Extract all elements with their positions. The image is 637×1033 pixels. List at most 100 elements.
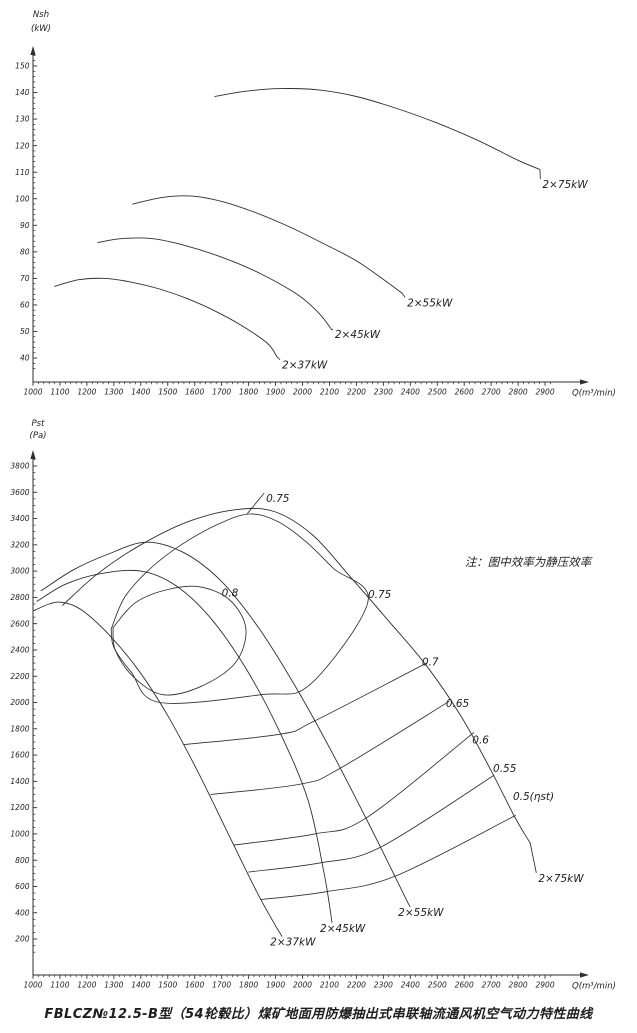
x-tick-label: 2400 [401,388,420,397]
y-tick-label: 40 [20,354,30,363]
y-tick-label: 50 [20,327,30,336]
x-tick-label: 2700 [482,981,501,990]
efficiency-contour-0_55 [248,774,495,873]
annotation-label: 2×45kW [320,923,366,935]
efficiency-contour-0_8 [112,585,247,696]
annotation-label: 0.75 [368,589,392,601]
x-tick-label: 2300 [374,388,393,397]
x-tick-label: 2800 [509,981,528,990]
label-leader-line [401,292,406,298]
y-tick-label: 2000 [10,698,29,707]
curve-2x45kW [97,237,333,331]
x-tick-label: 2600 [455,388,474,397]
y-tick-label: 3000 [10,567,29,576]
annotation-label: 0.8 [222,588,239,600]
annotation-label: 2×37kW [270,937,316,949]
label-leader-line [407,902,411,908]
y-tick-label: 3800 [10,462,29,471]
x-tick-label: 1200 [77,388,96,397]
annotation-label: 2×75kW [538,873,584,885]
x-tick-label: 1400 [131,981,150,990]
y-tick-label: 2200 [10,672,29,681]
curve-2x37kW [54,277,278,358]
label-leader-line [529,843,537,873]
y-tick-label: 90 [20,221,30,230]
y-tick-label: 1600 [10,751,29,760]
y-tick-label: 1200 [10,803,29,812]
annotation-label: 2×37kW [282,360,328,372]
x-tick-label: 2100 [320,981,339,990]
x-tick-label: 1500 [158,388,177,397]
annotation-label: 2×75kW [542,179,588,191]
y-tick-label: 800 [15,856,30,865]
y-tick-label: 1800 [10,724,29,733]
y-tick-label: 2400 [10,646,29,655]
y-tick-label: 80 [20,247,30,256]
x-tick-label: 2500 [428,388,447,397]
y-tick-label: 3200 [10,540,29,549]
x-tick-label: 2900 [536,981,555,990]
label-leader-line [246,492,265,514]
x-tick-label: 1900 [266,981,285,990]
x-tick-label: 1800 [239,388,258,397]
annotation-label: 0.5(ηst) [513,791,554,803]
annotation-label: 2×55kW [407,297,453,309]
curve-2x37kW [33,601,277,927]
y-tick-label: 120 [15,141,30,150]
efficiency-contour-0_6 [233,732,475,846]
x-tick-label: 2500 [428,981,447,990]
y-tick-label: 140 [15,88,30,97]
curve-2x45kW [36,569,332,915]
curve-2x75kW [62,507,531,844]
y-tick-label: 3600 [10,488,29,497]
y-tick-label: 2600 [10,619,29,628]
annotation-label: 0.75 [266,493,290,505]
x-tick-label: 2300 [374,981,393,990]
efficiency-contour-0_65 [210,700,450,795]
label-leader-line [276,356,281,360]
y-axis-arrow-icon [30,450,36,459]
x-tick-label: 1700 [212,981,231,990]
figure-caption: FBLCZ№12.5-B型（54轮毂比）煤矿地面用防爆抽出式串联轴流通风机空气动… [44,1007,593,1022]
y-axis-unit-label: Nsh [33,10,49,20]
annotation-label: 2×45kW [335,329,381,341]
y-axis-unit-label: (Pa) [30,431,47,441]
y-tick-label: 130 [15,115,30,124]
y-axis-unit-label: Pst [32,419,46,429]
label-leader-line [330,914,333,923]
x-tick-label: 2200 [347,388,366,397]
y-tick-label: 60 [20,301,30,310]
annotation-label: 注：图中效率为静压效率 [465,555,593,569]
shaft-power-chart: 40 50 60 70 80 90 100 110 120 130 140 150 1000 1100 12… [15,10,616,399]
curve-2x55kW [40,541,409,903]
efficiency-contour-0_5 [260,815,516,901]
y-tick-label: 600 [15,882,30,891]
x-tick-label: 1700 [212,388,231,397]
curve-2x75kW [214,88,541,170]
annotation-label: 2×55kW [398,907,444,919]
y-tick-label: 150 [15,62,30,71]
x-tick-label: 2800 [509,388,528,397]
x-axis-arrow-icon [580,972,589,978]
x-tick-label: 1100 [50,981,69,990]
x-tick-label: 1600 [185,981,204,990]
x-tick-label: 1100 [50,388,69,397]
label-leader-line [275,925,283,937]
annotation-label: 0.55 [493,763,517,775]
efficiency-contour-0_75 [110,513,369,704]
efficiency-contour-0_7 [183,662,427,746]
charts-canvas: 40 50 60 70 80 90 100 110 120 130 140 150 1000 1100 12… [10,10,616,992]
annotation-label: 0.7 [422,657,439,669]
x-tick-label: 1600 [185,388,204,397]
x-tick-label: 2000 [293,981,312,990]
x-tick-label: 1300 [104,388,123,397]
y-axis-unit-label: (kW) [31,24,51,34]
x-tick-label: 1800 [239,981,258,990]
y-tick-label: 2800 [10,593,29,602]
x-tick-label: 1000 [23,388,42,397]
y-tick-label: 1400 [10,777,29,786]
x-tick-label: 1300 [104,981,123,990]
x-tick-label: 2100 [320,388,339,397]
x-tick-label: 2600 [455,981,474,990]
